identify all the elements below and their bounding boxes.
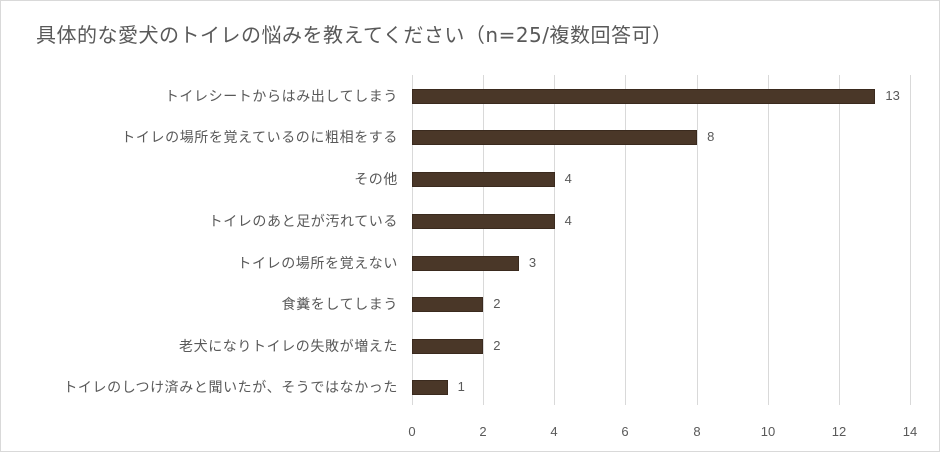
- gridline-14: [910, 75, 911, 405]
- bar: [412, 172, 555, 187]
- value-label: 4: [564, 171, 572, 186]
- gridline-2: [483, 75, 484, 405]
- bar: [412, 339, 484, 354]
- category-label: トイレのしつけ済みと聞いたが、そうではなかった: [63, 380, 398, 396]
- bar: [412, 256, 519, 271]
- bar: [412, 130, 698, 145]
- category-axis-line: [412, 75, 413, 405]
- x-tick-label: 8: [693, 424, 701, 439]
- plot-area: [412, 75, 911, 405]
- category-label: 食糞をしてしまう: [281, 297, 398, 313]
- gridline-12: [839, 75, 840, 405]
- x-tick-label: 0: [408, 424, 416, 439]
- value-label: 4: [564, 213, 572, 228]
- x-tick-label: 2: [479, 424, 487, 439]
- bar: [412, 214, 555, 229]
- x-tick-label: 6: [621, 424, 629, 439]
- gridline-6: [625, 75, 626, 405]
- category-label: 老犬になりトイレの失敗が増えた: [179, 339, 398, 355]
- x-tick-label: 14: [902, 424, 918, 439]
- category-label: トイレの場所を覚えない: [237, 256, 398, 272]
- x-tick-label: 10: [760, 424, 776, 439]
- x-tick-label: 12: [831, 424, 847, 439]
- value-label: 2: [493, 296, 501, 311]
- value-label: 1: [457, 379, 465, 394]
- x-tick-label: 4: [550, 424, 558, 439]
- gridline-8: [697, 75, 698, 405]
- gridline-10: [768, 75, 769, 405]
- category-label: トイレのあと足が汚れている: [208, 214, 398, 230]
- bar: [412, 380, 448, 395]
- bar: [412, 297, 484, 312]
- gridline-4: [554, 75, 555, 405]
- value-label: 3: [528, 255, 537, 270]
- category-label: トイレの場所を覚えているのに粗相をする: [121, 130, 398, 146]
- category-label: トイレシートからはみ出してしまう: [164, 89, 398, 105]
- bar: [412, 89, 876, 104]
- value-label: 2: [493, 338, 501, 353]
- chart-title: 具体的な愛犬のトイレの悩みを教えてください（n=25/複数回答可）: [36, 23, 673, 47]
- category-label: その他: [354, 172, 398, 188]
- value-label: 13: [885, 88, 900, 103]
- value-label: 8: [707, 129, 715, 144]
